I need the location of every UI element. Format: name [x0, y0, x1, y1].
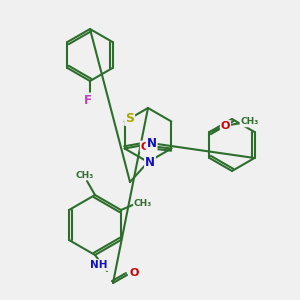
Text: N: N [147, 137, 157, 150]
Text: N: N [145, 157, 155, 169]
Text: CH₃: CH₃ [134, 199, 152, 208]
Text: O: O [221, 121, 230, 131]
Text: F: F [84, 94, 92, 106]
Text: NH: NH [90, 260, 108, 270]
Text: S: S [125, 112, 134, 125]
Text: CH₃: CH₃ [240, 118, 259, 127]
Text: CH₃: CH₃ [76, 170, 94, 179]
Text: O: O [129, 268, 139, 278]
Text: O: O [141, 142, 150, 152]
